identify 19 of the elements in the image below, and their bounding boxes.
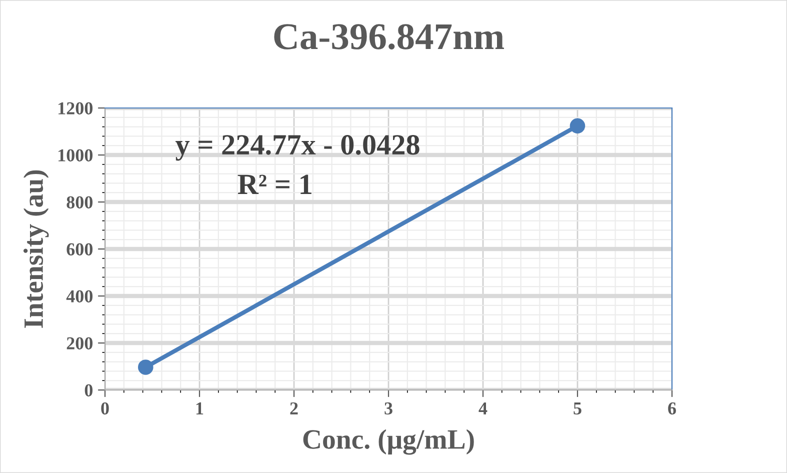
x-tick-label: 2: [290, 402, 298, 414]
chart-title: Ca-396.847nm: [274, 24, 504, 50]
annotation: R² = 1: [238, 174, 312, 194]
y-tick-label: 1000: [58, 149, 93, 162]
x-axis-title: Conc. (μg/mL): [303, 429, 474, 455]
x-tick-label: 6: [668, 402, 676, 415]
x-tick-label: 5: [574, 402, 582, 415]
x-tick-label: 3: [384, 402, 392, 415]
y-tick-label: 600: [66, 243, 93, 256]
y-tick-label: 0: [84, 384, 93, 396]
x-tick-label: 0: [101, 402, 109, 415]
y-tick-label: 800: [66, 196, 93, 208]
y-axis-title: Intensity (au): [23, 170, 49, 328]
annotation: y = 224.77x - 0.0428: [176, 135, 420, 161]
x-tick-label: 1: [196, 402, 204, 414]
y-tick-label: 400: [66, 290, 93, 302]
y-tick-label: 200: [66, 337, 93, 350]
y-tick-label: 1200: [58, 102, 93, 114]
x-tick-label: 4: [478, 402, 488, 414]
